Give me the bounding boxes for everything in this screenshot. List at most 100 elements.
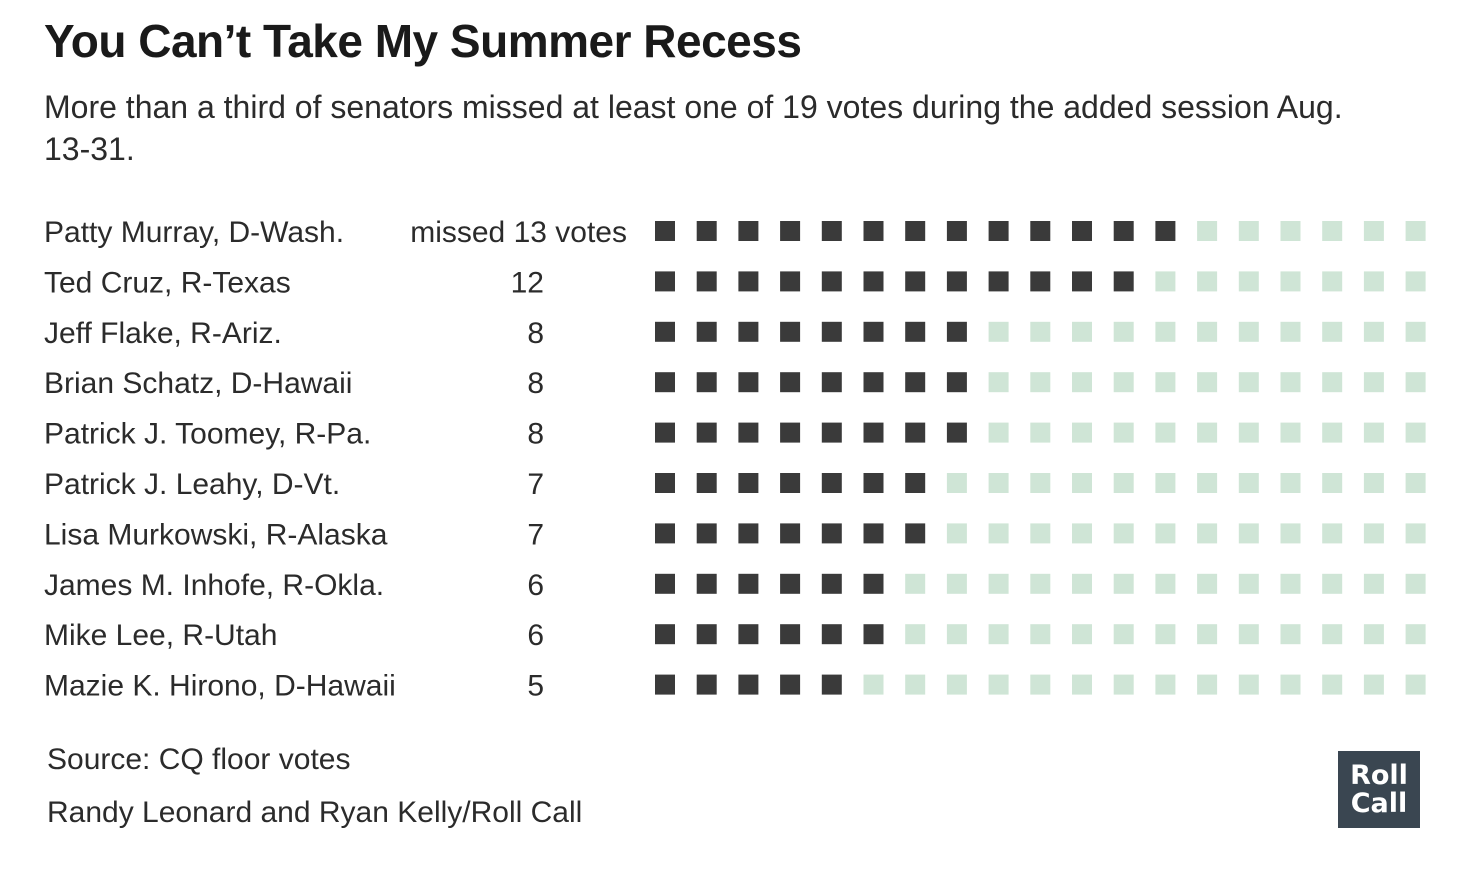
missed-vote-square (863, 271, 884, 292)
missed-vote-square (821, 221, 842, 241)
missed-vote-square (696, 372, 717, 393)
missed-vote-square (738, 624, 759, 645)
attended-vote-square (1155, 473, 1176, 493)
attended-vote-square (946, 473, 967, 493)
missed-vote-square (780, 271, 801, 292)
missed-count: 12 (511, 266, 544, 299)
missed-vote-square (655, 624, 675, 645)
missed-vote-square (1113, 271, 1134, 292)
missed-vote-square (696, 271, 717, 292)
attended-vote-square (1322, 422, 1343, 443)
attended-vote-square (1280, 422, 1301, 443)
missed-vote-square (738, 674, 759, 695)
attended-vote-square (905, 674, 926, 695)
missed-vote-square (821, 372, 842, 393)
missed-vote-square (696, 674, 717, 695)
attended-vote-square (1280, 473, 1301, 493)
attended-vote-square (1280, 624, 1301, 645)
attended-vote-square (1030, 473, 1051, 493)
attended-vote-square (1030, 422, 1051, 443)
attended-vote-square (946, 624, 967, 645)
attended-vote-square (1322, 372, 1343, 393)
attended-vote-square (1280, 271, 1301, 292)
missed-count: 7 (527, 518, 544, 551)
attended-vote-square (1238, 422, 1259, 443)
attended-vote-square (905, 624, 926, 645)
senator-name: Mazie K. Hirono, D-Hawaii (44, 670, 396, 703)
attended-vote-square (1113, 523, 1134, 544)
missed-prefix: missed (410, 216, 513, 249)
attended-vote-square (1363, 221, 1384, 241)
attended-vote-square (1072, 372, 1092, 393)
attended-vote-square (1363, 624, 1384, 645)
missed-vote-square (821, 271, 842, 292)
missed-vote-square (738, 321, 759, 342)
missed-vote-square (1030, 221, 1051, 241)
attended-vote-square (1155, 321, 1176, 342)
attended-vote-square (1072, 422, 1092, 443)
roll-call-logo: Roll Call (1338, 751, 1420, 828)
missed-vote-square (821, 321, 842, 342)
attended-vote-square (946, 523, 967, 544)
missed-vote-square (821, 422, 842, 443)
missed-vote-square (863, 473, 884, 493)
attended-vote-square (1405, 473, 1426, 493)
attended-vote-square (1238, 624, 1259, 645)
missed-vote-square (696, 624, 717, 645)
attended-vote-square (1113, 372, 1134, 393)
attended-vote-square (1322, 321, 1343, 342)
chart-subtitle: More than a third of senators missed at … (44, 89, 1343, 167)
missed-vote-square (655, 674, 675, 695)
attended-vote-square (1405, 624, 1426, 645)
attended-vote-square (1280, 372, 1301, 393)
attended-vote-square (1155, 573, 1176, 594)
missed-vote-square (655, 321, 675, 342)
missed-vote-square (905, 321, 926, 342)
attended-vote-square (1030, 372, 1051, 393)
missed-vote-square (905, 372, 926, 393)
missed-vote-square (696, 573, 717, 594)
missed-vote-square (655, 523, 675, 544)
attended-vote-square (1197, 422, 1218, 443)
missed-vote-square (821, 523, 842, 544)
missed-vote-square (696, 523, 717, 544)
attended-vote-square (1030, 573, 1051, 594)
missed-vote-square (738, 372, 759, 393)
missed-vote-square (780, 321, 801, 342)
attended-vote-square (946, 674, 967, 695)
senator-name: Patty Murray, D-Wash. (44, 216, 344, 249)
logo-line-2: Call (1350, 787, 1408, 819)
attended-vote-square (1238, 221, 1259, 241)
missed-count: missed 13 votes (410, 216, 627, 249)
attended-vote-square (1405, 523, 1426, 544)
attended-vote-square (1030, 624, 1051, 645)
attended-vote-square (1405, 422, 1426, 443)
senator-name: Brian Schatz, D-Hawaii (44, 367, 352, 400)
attended-vote-square (1363, 422, 1384, 443)
senator-name: Patrick J. Leahy, D-Vt. (44, 468, 340, 501)
missed-vote-square (863, 624, 884, 645)
missed-vote-square (863, 372, 884, 393)
attended-vote-square (1072, 624, 1092, 645)
attended-vote-square (1238, 674, 1259, 695)
attended-vote-square (1280, 221, 1301, 241)
attended-vote-square (946, 573, 967, 594)
missed-vote-square (780, 422, 801, 443)
attended-vote-square (1197, 473, 1218, 493)
missed-vote-square (946, 422, 967, 443)
missed-count-value: 13 (514, 216, 547, 249)
missed-vote-square (780, 573, 801, 594)
attended-vote-square (988, 473, 1009, 493)
senator-name: Jeff Flake, R-Ariz. (44, 317, 282, 350)
missed-vote-square (946, 372, 967, 393)
waffle-chart: Patty Murray, D-Wash. missed 13 votes Ted … (44, 216, 1426, 703)
attended-vote-square (1238, 523, 1259, 544)
missed-vote-square (780, 221, 801, 241)
missed-vote-square (1155, 221, 1176, 241)
missed-vote-square (780, 372, 801, 393)
missed-vote-square (863, 422, 884, 443)
missed-suffix: votes (547, 216, 627, 249)
missed-vote-square (863, 321, 884, 342)
attended-vote-square (1113, 624, 1134, 645)
senator-name: Ted Cruz, R-Texas (44, 266, 291, 299)
